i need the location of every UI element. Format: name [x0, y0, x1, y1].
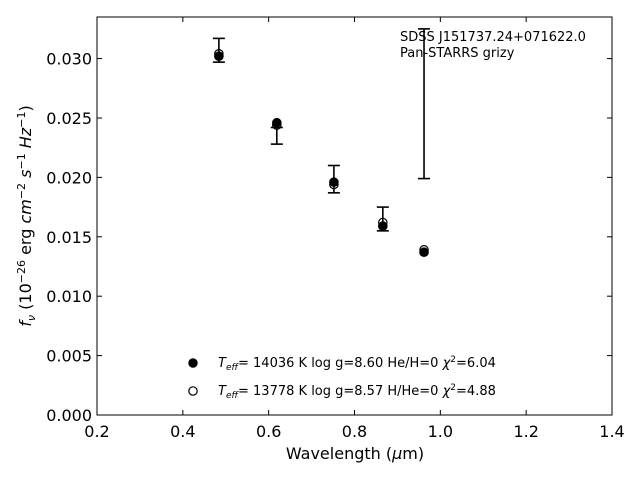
x-tick-label: 1.0 [428, 422, 453, 441]
model-point-filled [378, 221, 388, 231]
legend-marker-open [188, 386, 198, 396]
model-point-open [272, 120, 282, 130]
x-tick-label: 0.2 [84, 422, 109, 441]
x-tick-label: 1.2 [513, 422, 538, 441]
y-tick-label: 0.010 [46, 287, 92, 306]
x-tick-label: 0.6 [256, 422, 281, 441]
y-tick-label: 0.015 [46, 228, 92, 247]
model-point-open [214, 49, 224, 59]
x-tick-label: 1.4 [599, 422, 624, 441]
data-points [214, 49, 429, 258]
model-point-filled [214, 51, 224, 62]
legend-entry-1: Teff= 14036 K log g=8.60 He/H=0 χ2=6.04 [218, 355, 496, 373]
x-axis-label: Wavelength (μm) [286, 444, 424, 463]
model-point-open [378, 217, 388, 228]
survey-annotation: Pan-STARRS grizy [400, 46, 515, 61]
y-tick-label: 0.005 [46, 347, 92, 366]
object-name-annotation: SDSS J151737.24+071622.0 [400, 30, 586, 45]
axis-ticks [96, 17, 613, 416]
legend-entry-2: Teff= 13778 K log g=8.57 H/He=0 χ2=4.88 [218, 383, 496, 401]
legend: Teff= 14036 K log g=8.60 He/H=0 χ2=6.04 … [188, 355, 496, 401]
error-bars [212, 28, 431, 232]
y-tick-label: 0.020 [46, 168, 92, 187]
x-tick-label: 0.4 [170, 422, 195, 441]
y-tick-label: 0.030 [46, 50, 92, 69]
model-point-filled [419, 247, 429, 258]
x-tick-label: 0.8 [342, 422, 367, 441]
y-axis-label: fν (10−26 erg cm−2 s−1 Hz−1) [15, 105, 38, 326]
model-point-open [419, 245, 429, 255]
legend-marker-filled [188, 358, 198, 368]
tick-labels: 0.2 0.4 0.6 0.8 1.0 1.2 1.4 0.000 0.005 0.010 0.01… [46, 50, 625, 441]
model-point-filled [272, 117, 282, 128]
y-tick-label: 0.025 [46, 109, 92, 128]
model-point-open [329, 179, 339, 190]
model-point-filled [329, 177, 339, 187]
y-tick-label: 0.000 [46, 406, 92, 425]
